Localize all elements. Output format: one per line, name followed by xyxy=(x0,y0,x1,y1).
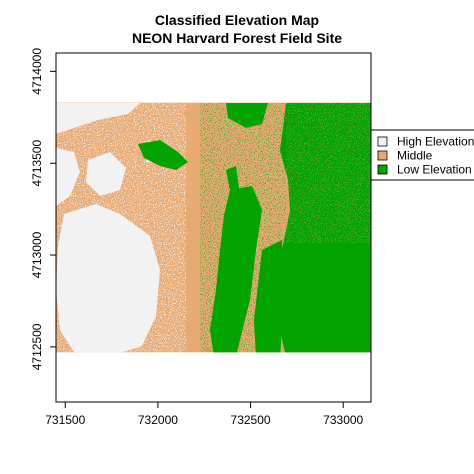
class-middle-speckle xyxy=(286,103,371,243)
x-tick-label: 732000 xyxy=(138,413,178,427)
legend-box xyxy=(370,129,474,181)
class-high-speckle xyxy=(56,103,186,353)
legend-swatch xyxy=(377,164,388,175)
y-tick-label: 4714000 xyxy=(30,48,44,95)
class-low-area-4 xyxy=(138,140,188,170)
chart-title: Classified Elevation Map xyxy=(154,12,320,28)
x-tick-label: 731500 xyxy=(45,413,85,427)
y-axis: 4712500 4713000 4713500 4714000 xyxy=(30,48,57,370)
x-axis: 731500 732000 732500 733000 xyxy=(45,401,364,427)
y-tick-label: 4713000 xyxy=(30,231,44,278)
x-tick-label: 733000 xyxy=(323,413,363,427)
y-tick-label: 4712500 xyxy=(30,323,44,370)
x-tick-label: 732500 xyxy=(231,413,271,427)
legend-swatch xyxy=(377,150,388,161)
legend-label: High Elevation xyxy=(397,135,474,149)
chart-subtitle: NEON Harvard Forest Field Site xyxy=(131,30,343,46)
class-low-speckle xyxy=(200,103,290,353)
legend-label: Middle xyxy=(397,149,433,163)
elevation-raster xyxy=(56,102,371,353)
legend-swatch xyxy=(377,136,388,147)
legend-label: Low Elevation xyxy=(397,163,472,177)
y-tick-label: 4713500 xyxy=(30,140,44,187)
